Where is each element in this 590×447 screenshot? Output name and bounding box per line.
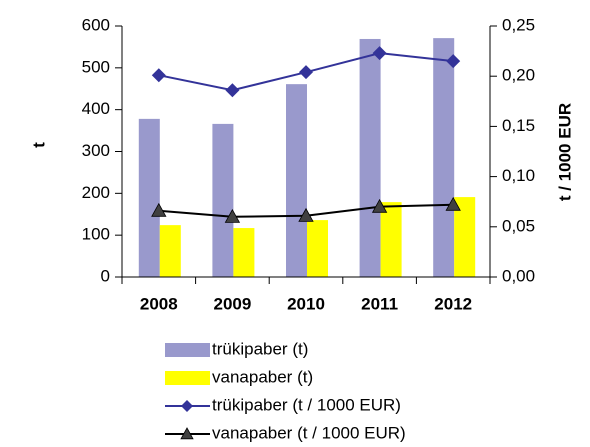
marker xyxy=(372,46,387,61)
y-tick-label: 600 xyxy=(82,15,110,34)
legend-marker xyxy=(180,427,194,440)
y2-tick-label: 0,20 xyxy=(502,66,535,85)
bar xyxy=(359,38,381,277)
marker xyxy=(446,54,461,69)
marker xyxy=(299,65,313,80)
marker xyxy=(151,68,166,83)
x-tick-label: 2008 xyxy=(140,294,178,313)
x-tick-label: 2012 xyxy=(434,294,472,313)
legend-swatch xyxy=(165,371,210,385)
bar xyxy=(307,220,328,277)
x-tick-label: 2009 xyxy=(213,294,251,313)
y-tick-label: 400 xyxy=(82,99,110,118)
bar xyxy=(286,84,307,277)
legend-marker xyxy=(181,400,193,412)
x-tick-label: 2010 xyxy=(287,294,325,313)
y-tick-label: 300 xyxy=(82,141,110,160)
y-tick-label: 0 xyxy=(101,266,110,285)
bar xyxy=(233,228,255,277)
y-tick-label: 200 xyxy=(82,183,110,202)
y-axis-label: t xyxy=(29,142,48,148)
marker xyxy=(371,198,388,213)
y2-tick-label: 0,00 xyxy=(502,266,535,285)
legend-label: vanapaber (t / 1000 EUR) xyxy=(212,423,406,442)
legend-label: trükipaber (t / 1000 EUR) xyxy=(212,395,401,414)
y-tick-label: 500 xyxy=(82,57,110,76)
bar xyxy=(212,123,234,277)
legend-label: vanapaber (t) xyxy=(212,367,313,386)
y2-tick-label: 0,10 xyxy=(502,166,535,185)
bar xyxy=(454,197,476,277)
legend-swatch xyxy=(165,343,210,357)
legend-label: trükipaber (t) xyxy=(212,339,308,358)
y2-axis-label: t / 1000 EUR xyxy=(555,103,574,201)
x-tick-label: 2011 xyxy=(361,294,398,313)
bar xyxy=(380,202,402,277)
marker xyxy=(445,196,461,211)
y2-tick-label: 0,05 xyxy=(502,216,535,235)
bar xyxy=(138,118,160,278)
bar xyxy=(159,225,181,277)
marker xyxy=(225,83,240,98)
bar xyxy=(433,38,455,277)
y-tick-label: 100 xyxy=(82,225,110,244)
y2-tick-label: 0,25 xyxy=(502,15,535,34)
y2-tick-label: 0,15 xyxy=(502,116,535,135)
marker xyxy=(224,208,241,223)
marker xyxy=(298,207,314,222)
marker xyxy=(151,202,167,217)
